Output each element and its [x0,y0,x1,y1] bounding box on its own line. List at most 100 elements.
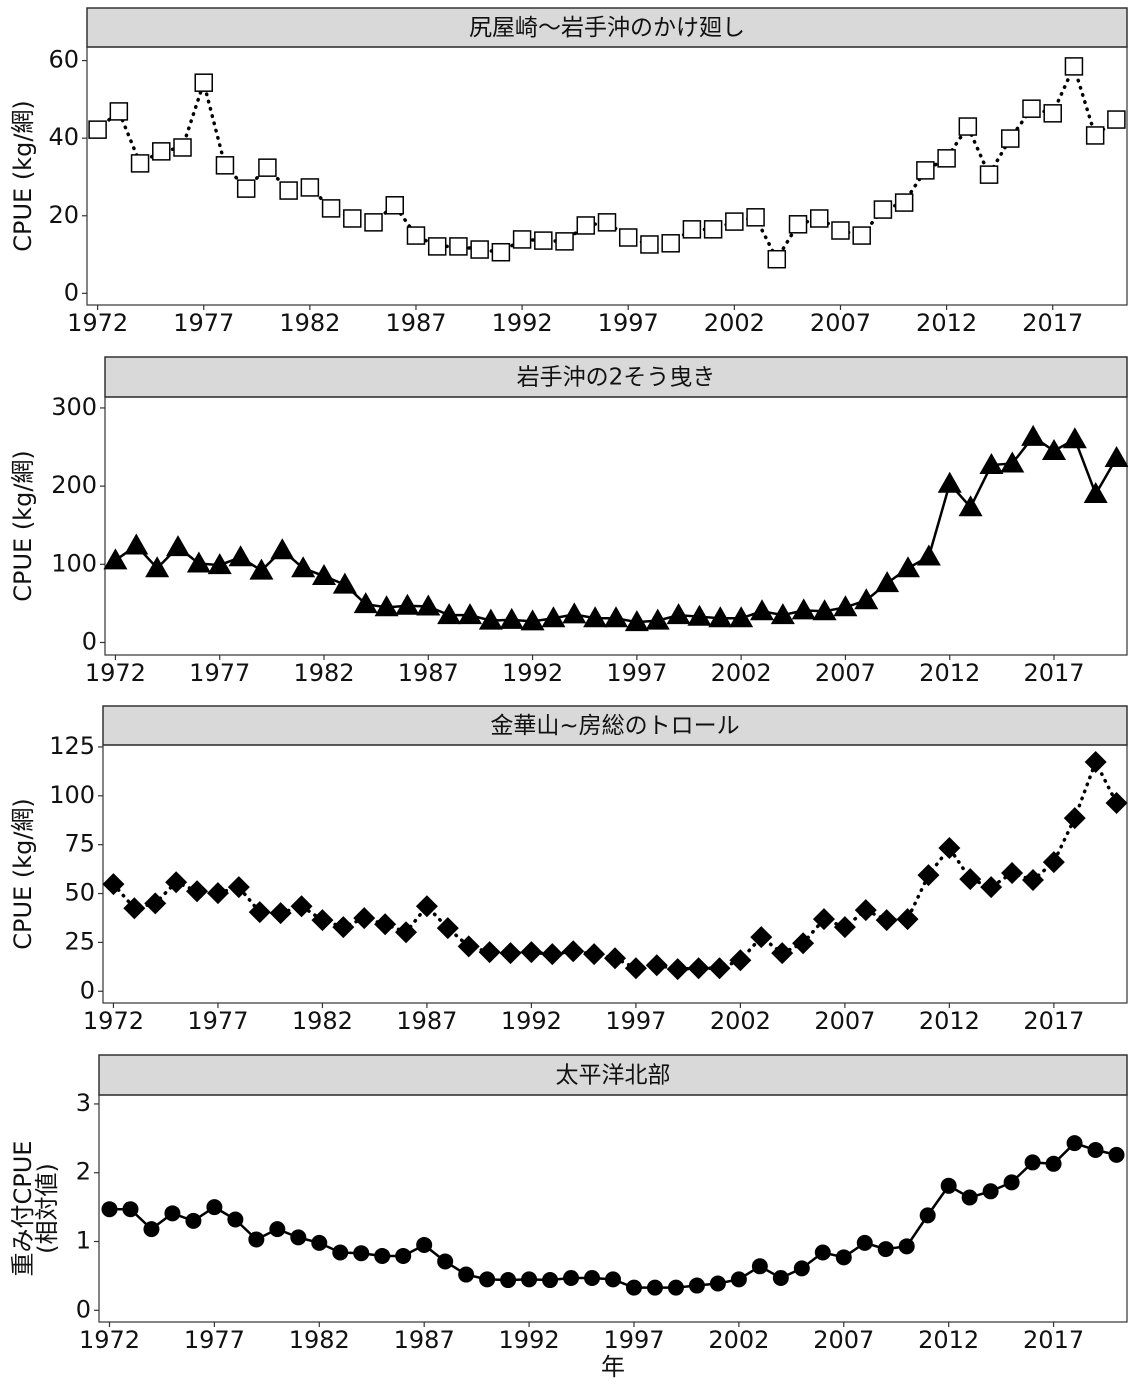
marker [793,1260,810,1277]
y-axis-label: CPUE (kg/網) [9,798,37,950]
marker [958,495,983,517]
marker [207,553,232,575]
y-tick-label: 300 [51,393,97,421]
marker [415,895,438,918]
x-tick-label: 1982 [292,1007,353,1035]
marker [541,943,564,966]
marker [290,895,313,918]
x-tick-label: 1977 [173,309,234,337]
y-tick-label: 20 [48,201,79,229]
x-tick-label: 1977 [187,1007,248,1035]
marker [227,1211,244,1228]
marker [919,1207,936,1224]
marker [852,226,871,245]
marker [961,1189,978,1206]
marker [894,193,914,212]
x-tick-label: 2017 [1022,309,1083,337]
marker [833,916,856,939]
marker [877,1241,894,1258]
marker [624,610,649,632]
y-tick-label: 0 [82,627,97,655]
marker [854,899,877,922]
marker [300,178,320,197]
x-tick-label: 1992 [499,1326,560,1354]
x-tick-label: 2007 [810,309,871,337]
marker [982,1183,999,1200]
marker [688,1277,705,1294]
y-tick-label: 125 [49,732,95,760]
marker [833,595,858,617]
y-tick-label: 200 [51,471,97,499]
marker [385,196,405,215]
marker [916,161,935,180]
x-tick-label: 1997 [605,1007,666,1035]
marker [875,909,898,932]
marker [624,957,647,980]
x-tick-label: 1972 [85,659,146,687]
marker [979,165,999,184]
marker [856,1234,873,1251]
marker [583,943,606,966]
marker [645,954,668,977]
marker [374,595,399,617]
plot-area [104,396,1128,656]
marker [1066,1135,1083,1152]
marker [499,942,522,965]
marker [916,544,941,566]
marker [521,1271,538,1288]
marker [458,1266,475,1283]
marker [215,156,235,175]
marker [206,1199,223,1216]
x-tick-label: 2012 [916,309,977,337]
marker [750,599,774,621]
marker [746,208,765,227]
y-tick-label: 60 [48,46,79,74]
marker [1105,792,1128,815]
y-axis-label: (相対値) [33,1163,61,1254]
x-tick-label: 2002 [704,309,765,337]
marker [427,237,447,256]
marker [618,228,638,247]
marker [597,213,617,232]
strip-title: 太平洋北部 [556,1063,671,1089]
marker [1108,1146,1125,1163]
x-tick-label: 1997 [603,1326,664,1354]
marker [1084,751,1107,774]
x-tick-label: 2017 [1023,659,1084,687]
marker [416,594,441,616]
marker [312,564,336,586]
marker [103,548,128,570]
x-tick-label: 2002 [711,659,772,687]
data-line [108,1141,1118,1289]
marker [584,1269,601,1286]
marker [478,941,501,964]
series [88,57,1126,269]
marker [896,908,919,931]
plot-area [98,1094,1128,1323]
marker [395,1247,412,1264]
marker [666,958,689,981]
strip-title: 金華山~房総のトロール [490,713,739,739]
marker [791,598,816,620]
marker [311,1234,328,1251]
marker [458,603,482,625]
data-line [111,757,1119,971]
marker [416,1236,433,1253]
marker [1045,1155,1062,1172]
marker [343,209,362,228]
marker [1107,110,1126,129]
y-tick-label: 0 [64,278,79,306]
marker [562,602,587,624]
marker [729,949,752,972]
marker [812,599,837,621]
marker [809,209,829,228]
marker [959,868,982,891]
marker [687,957,710,980]
marker [770,603,795,625]
marker [772,1269,789,1286]
series [101,1135,1125,1296]
marker [831,221,850,240]
marker [478,608,503,630]
marker [730,1271,747,1288]
